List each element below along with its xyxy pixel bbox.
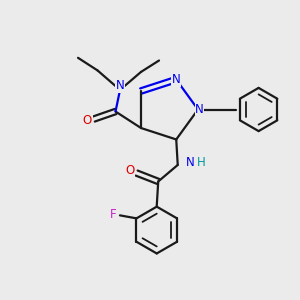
Text: H: H — [196, 156, 205, 170]
Text: N: N — [172, 73, 181, 86]
Text: N: N — [116, 79, 124, 92]
Text: N: N — [195, 103, 204, 116]
Text: O: O — [125, 164, 135, 177]
Text: F: F — [110, 208, 116, 221]
Text: O: O — [83, 114, 92, 127]
Text: N: N — [186, 156, 195, 170]
